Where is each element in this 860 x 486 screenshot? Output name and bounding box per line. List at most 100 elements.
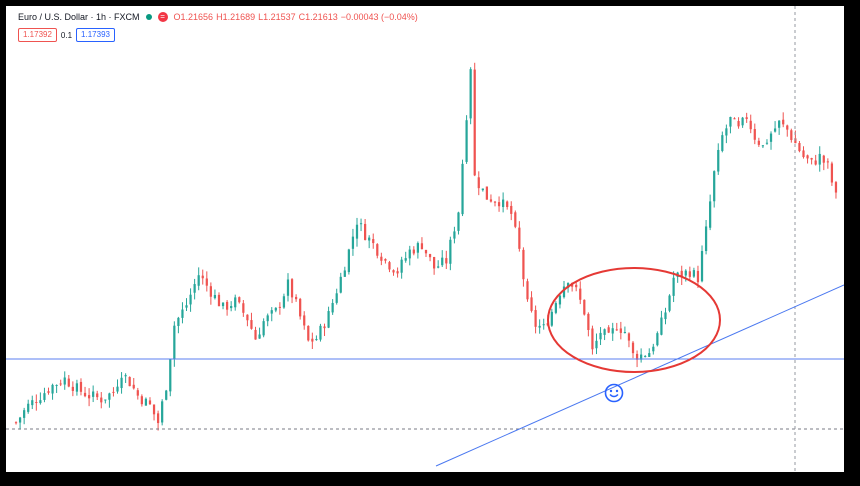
candle-body [477,177,480,189]
candle-body [359,223,363,225]
buy-price-button[interactable]: 1.17393 [76,28,115,42]
candle-body [18,417,22,423]
candle-body [510,205,513,214]
candle-body [424,249,428,254]
candle-body [100,397,103,403]
candle-body [773,128,777,132]
rising-trend-line[interactable] [435,284,844,467]
candle-body [534,310,537,327]
candle-body [201,275,204,279]
candle-body [71,386,74,391]
candle-body [23,410,26,418]
candle-body [136,390,139,396]
candle-body [830,163,834,183]
candle-body [266,315,269,322]
candle-body [63,377,66,385]
candle-body [713,171,716,202]
candle-body [453,231,456,239]
chart-frame[interactable]: Euro / U.S. Dollar · 1h · FXCM = O1.2165… [6,6,844,472]
candle-body [315,338,318,341]
candle-body [152,404,156,415]
candle-body [331,302,334,313]
candle-body [420,243,424,250]
candle-body [749,120,752,130]
candle-body [55,385,58,387]
candle-body [262,321,265,336]
candle-body [290,279,294,298]
candle-body [437,266,440,268]
candle-body [140,396,143,405]
candle-body [128,376,131,387]
price-chart[interactable] [6,6,844,472]
candle-body [737,121,740,127]
candle-body [603,329,606,335]
candle-body [640,354,643,360]
candle-body [733,118,736,120]
candle-body [412,249,415,254]
candle-body [396,271,399,274]
candle-body [213,294,217,299]
candle-body [225,301,229,310]
candle-body [778,120,781,128]
sell-price-button[interactable]: 1.17392 [18,28,57,42]
candle-body [144,398,148,406]
candle-body [700,251,704,282]
candle-body [587,313,590,331]
candle-body [416,243,419,253]
candle-body [197,275,200,286]
candle-body [623,332,627,334]
candle-body [209,286,212,297]
candle-body [404,258,407,261]
candle-body [575,284,578,288]
candle-body [834,182,838,193]
candle-body [376,244,379,256]
candle-body [769,133,773,142]
candle-body [461,163,464,215]
candle-body [664,312,667,320]
candle-body [185,305,188,308]
candle-body [165,390,168,400]
candle-body [270,310,273,314]
candle-body [388,262,391,270]
candle-body [554,303,558,313]
candle-body [181,309,184,318]
highlight-ellipse[interactable] [547,267,721,373]
candle-body [818,153,821,165]
candle-body [311,338,314,342]
candle-body [725,128,728,136]
candle-body [680,270,683,278]
candle-body [217,294,221,307]
ohlc-values: O1.21656 H1.21689 L1.21537 C1.21613 −0.0… [174,12,418,22]
candle-body [599,332,602,340]
candle-body [591,328,594,350]
candle-body [286,279,290,296]
candle-body [238,297,241,303]
candle-body [193,284,196,293]
candle-body [92,391,95,397]
candle-body [806,155,809,159]
candle-body [242,303,245,313]
candle-body [351,236,355,249]
candle-body [790,130,793,140]
candle-body [254,329,257,340]
candle-body [542,324,545,326]
candle-body [518,227,521,249]
candle-body [550,311,553,326]
candle-body [43,393,46,400]
candle-body [709,201,712,228]
candle-body [741,117,744,126]
candle-body [502,199,505,208]
equals-icon[interactable]: = [157,12,168,22]
candle-body [83,392,87,397]
symbol-title[interactable]: Euro / U.S. Dollar · 1h · FXCM [18,12,140,22]
chart-header: Euro / U.S. Dollar · 1h · FXCM = O1.2165… [18,12,418,22]
candle-body [258,334,261,339]
candle-body [526,281,529,300]
quote-bar: 1.17392 0.1 1.17393 [18,28,115,42]
smiley-face-icon[interactable] [604,383,624,403]
candle-body [717,149,720,172]
candle-body [822,155,825,163]
candle-body [205,278,208,286]
candle-body [579,288,582,300]
candle-body [668,295,671,311]
